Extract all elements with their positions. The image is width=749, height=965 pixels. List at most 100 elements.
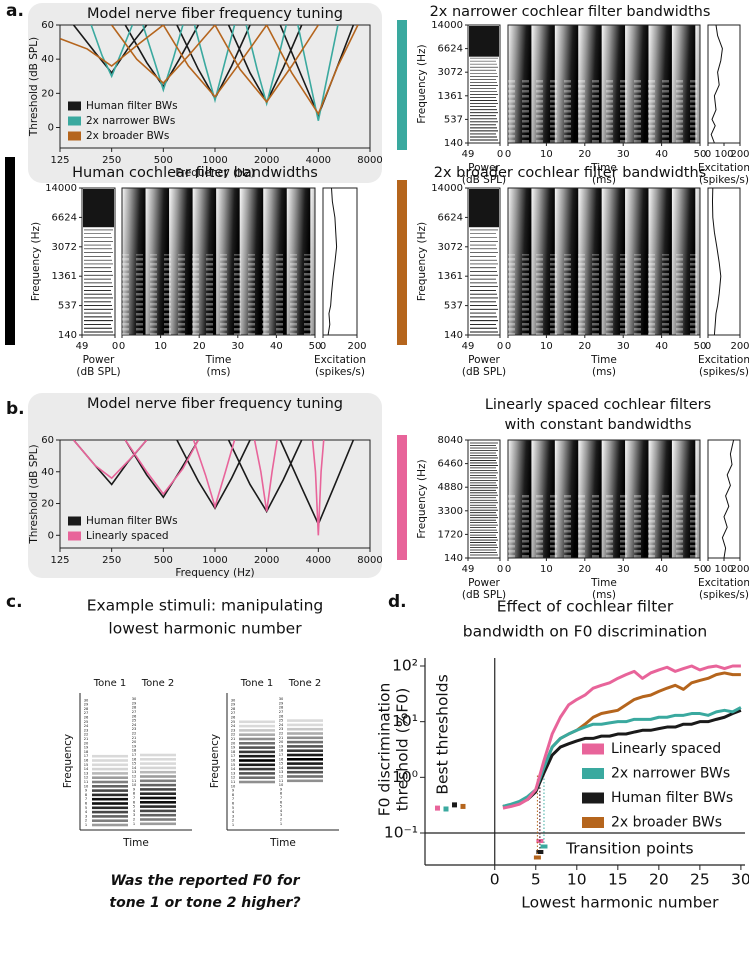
harmonic-bar	[140, 822, 176, 826]
x-tick-label: 49	[76, 341, 89, 352]
harmonic-number: 11	[84, 780, 89, 784]
harmonic-number: 23	[279, 727, 284, 731]
x-tick-label: 8000	[357, 155, 382, 166]
question: tone 1 or tone 2 higher?	[109, 895, 300, 911]
y-axis-label: Threshold (dB SPL)	[28, 444, 40, 544]
excitation-line	[327, 187, 338, 336]
chart-title: Linearly spaced cochlear filters	[485, 397, 711, 413]
y-tick-label: 1720	[438, 529, 463, 540]
x-tick-label: 10	[154, 341, 167, 352]
x-axis-label: (ms)	[592, 174, 616, 186]
harmonic-bar	[287, 758, 323, 761]
harmonic-number: 14	[84, 767, 89, 771]
x-axis-label: Frequency (Hz)	[175, 567, 254, 579]
x-tick-label: 10	[540, 341, 553, 352]
y-tick-label: 140	[444, 553, 463, 564]
harmonic-bar	[239, 780, 275, 784]
series-line	[72, 440, 325, 536]
harmonic-bar	[239, 720, 275, 724]
y-tick-label: 10⁻¹	[384, 824, 418, 842]
y-tick-label: 1361	[438, 91, 463, 102]
harmonic-bar	[287, 770, 323, 774]
harmonic-number: 24	[279, 723, 284, 727]
harmonic-bar	[92, 785, 128, 788]
x-tick-label: 25	[690, 871, 710, 889]
excitation-panel	[707, 439, 741, 559]
harmonic-number: 17	[132, 753, 137, 757]
harmonic-number: 24	[231, 724, 236, 728]
x-tick-label: 0	[119, 341, 125, 352]
y-tick-label: 0	[48, 123, 54, 134]
x-tick-label: 0	[497, 341, 503, 352]
legend-swatch	[582, 792, 604, 804]
harmonic-bar	[239, 733, 275, 736]
harmonic-number: 27	[84, 711, 89, 715]
harmonic-bar	[92, 776, 128, 779]
harmonic-number: 26	[84, 716, 89, 720]
harmonic-bar	[140, 783, 176, 787]
x-tick-label: 0	[705, 149, 711, 160]
x-axis-label: (spikes/s)	[315, 366, 365, 378]
series-line	[502, 664, 741, 810]
x-tick-label: 0	[320, 341, 326, 352]
x-axis-label: Frequency (Hz)	[175, 167, 254, 179]
x-tick-label: 20	[649, 871, 669, 889]
harmonic-number: 22	[279, 732, 284, 736]
harmonic-bar	[140, 818, 176, 821]
x-tick-label: 0	[112, 341, 118, 352]
harmonic-number: 20	[132, 740, 137, 744]
harmonic-number: 15	[231, 763, 236, 767]
x-axis-label: Excitation	[698, 162, 749, 174]
y-tick-label: 537	[444, 301, 463, 312]
legend-label: Linearly spaced	[86, 530, 169, 542]
legend-label: Human filter BWs	[86, 515, 178, 527]
x-tick-label: 50	[694, 149, 707, 160]
y-tick-label: 40	[41, 54, 54, 65]
y-tick-label: 3300	[438, 506, 463, 517]
y-tick-label: 14000	[45, 183, 77, 194]
x-tick-label: 49	[462, 149, 475, 160]
harmonic-number: 16	[231, 759, 236, 763]
x-tick-label: 200	[730, 341, 749, 352]
harmonic-number: 10	[132, 783, 137, 787]
harmonic-number: 21	[231, 737, 236, 741]
harmonic-number: 9	[280, 787, 283, 791]
x-axis-label: (ms)	[592, 589, 616, 601]
harmonic-number: 23	[132, 727, 137, 731]
y-axis-label: F0 discrimination	[376, 683, 394, 817]
x-tick-label: 30	[731, 871, 749, 889]
harmonic-number: 4	[85, 810, 88, 814]
x-tick-label: 10	[540, 149, 553, 160]
x-tick-label: 4000	[306, 555, 331, 566]
axis-label: Frequency	[62, 734, 74, 788]
harmonic-bar	[287, 775, 323, 778]
harmonic-bar	[92, 802, 128, 805]
y-tick-label: 14000	[431, 183, 463, 194]
x-tick-label: 200	[730, 564, 749, 575]
x-tick-label: 50	[694, 564, 707, 575]
harmonic-number: 10	[231, 784, 236, 788]
harmonic-bar	[140, 801, 176, 804]
legend-label: 2x broader BWs	[86, 130, 169, 142]
unresolved-block	[469, 189, 499, 228]
legend-swatch	[582, 768, 604, 779]
harmonic-number: 7	[133, 796, 135, 800]
harmonic-number: 28	[279, 706, 284, 710]
harmonic-bar	[239, 763, 275, 767]
diagram-title: Example stimuli: manipulating	[87, 597, 324, 615]
cochleagram-texture	[508, 78, 700, 143]
x-axis-label: Time	[590, 162, 617, 174]
harmonic-number: 8	[232, 793, 235, 797]
best-threshold	[443, 806, 449, 812]
harmonic-bar	[140, 813, 176, 817]
harmonic-number: 6	[133, 800, 136, 804]
x-tick-label: 40	[655, 341, 668, 352]
harmonic-number: 4	[280, 809, 283, 813]
panel-label: a.	[6, 1, 24, 21]
harmonic-number: 5	[133, 805, 135, 809]
cochleagram-texture	[122, 254, 315, 335]
harmonic-bar	[140, 766, 176, 770]
legend-swatch	[68, 131, 81, 141]
harmonic-number: 26	[279, 714, 284, 718]
harmonic-number: 19	[231, 746, 236, 750]
